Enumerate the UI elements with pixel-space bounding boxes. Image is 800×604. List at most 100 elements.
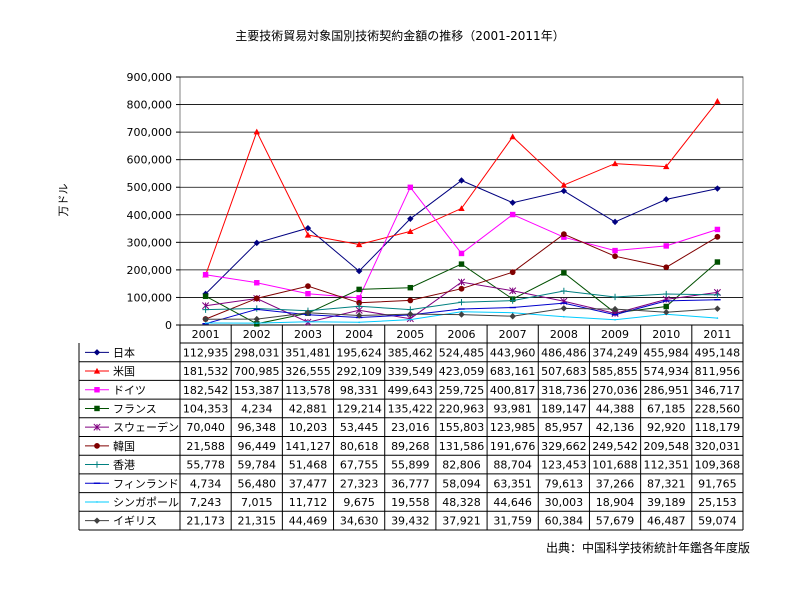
table-cell: 21,588: [186, 440, 225, 453]
table-row: 香港 55,778 59,784 51,468 67,755 55,899 82,806 88…: [85, 459, 740, 472]
x-tick-label: 2007: [499, 328, 527, 341]
data-point: [663, 243, 669, 249]
data-point: [560, 187, 568, 195]
data-point: [714, 259, 721, 265]
data-point: [511, 311, 514, 314]
series-5: [202, 278, 721, 326]
table-cell: 101,688: [592, 459, 638, 472]
y-tick-label: 800,000: [127, 99, 173, 112]
table-cell: 37,266: [596, 477, 635, 490]
table-cell: 486,486: [541, 346, 587, 359]
table-row: 日本 112,935 298,031 351,481 195,624 385,462 524…: [85, 345, 740, 359]
data-point: [253, 315, 260, 323]
y-tick-label: 900,000: [127, 71, 173, 84]
table-cell: 195,624: [336, 346, 382, 359]
data-point: [611, 218, 619, 226]
table-cell: 585,855: [592, 365, 638, 378]
data-point: [458, 205, 465, 211]
data-point: [560, 181, 568, 188]
data-point: [407, 184, 414, 191]
table-cell: 259,725: [439, 384, 485, 397]
x-tick-label: 2009: [601, 328, 629, 341]
table-cell: 181,532: [183, 365, 229, 378]
y-tick-label: 0: [165, 319, 172, 332]
data-point: [93, 367, 101, 374]
table-cell: 57,679: [596, 515, 635, 528]
table-cell: 683,161: [490, 365, 536, 378]
table-cell: 92,920: [647, 421, 686, 434]
table-cell: 191,676: [490, 440, 536, 453]
table-cell: 85,957: [545, 421, 584, 434]
table-cell: 23,016: [391, 421, 430, 434]
table-cell: 60,384: [545, 515, 584, 528]
data-point: [458, 250, 465, 257]
data-point: [304, 231, 312, 238]
data-point: [509, 211, 516, 218]
data-point: [560, 287, 568, 295]
table-cell: 39,189: [647, 496, 686, 509]
table-cell: 182,542: [183, 384, 229, 397]
table-cell: 123,985: [490, 421, 536, 434]
data-point: [407, 284, 414, 291]
table-cell: 423,059: [439, 365, 485, 378]
table-cell: 298,031: [234, 346, 280, 359]
data-point: [355, 312, 363, 319]
data-point: [612, 253, 618, 260]
series-2: [202, 98, 721, 278]
data-point: [561, 270, 567, 276]
table-cell: 70,040: [186, 421, 225, 434]
table-cell: 21,173: [186, 515, 225, 528]
table-cell: 499,643: [388, 384, 434, 397]
table-cell: 18,904: [596, 496, 635, 509]
table-row: 韓国 21,588 96,449 141,127 80,618 89,268 131,586…: [85, 440, 740, 453]
data-point: [663, 196, 670, 203]
table-cell: 96,449: [238, 440, 277, 453]
table-cell: 93,981: [493, 402, 532, 415]
table-cell: 88,704: [493, 459, 532, 472]
table-cell: 46,487: [647, 515, 686, 528]
data-point: [93, 461, 101, 468]
data-point: [714, 226, 721, 233]
series-10: [202, 305, 721, 323]
y-tick-label: 500,000: [127, 181, 173, 194]
y-tick-label: 100,000: [127, 291, 173, 304]
x-tick-label: 2001: [192, 328, 220, 341]
table-row: スウェーデン 70,040 96,348 10,203 53,445 23,016 155,…: [85, 420, 740, 434]
table-cell: 63,351: [493, 477, 532, 490]
table-cell: 189,147: [541, 402, 587, 415]
legend-label: フィンランド: [113, 477, 179, 490]
table-row: フィンランド 4,734 56,480 37,477 27,323 36,777 58,09…: [85, 477, 737, 490]
data-point: [355, 303, 363, 310]
x-tick-label: 2006: [448, 328, 476, 341]
table-cell: 36,777: [391, 477, 430, 490]
data-point: [356, 295, 362, 301]
table-cell: 443,960: [490, 346, 536, 359]
table-cell: 37,921: [442, 515, 481, 528]
table-cell: 339,549: [388, 365, 434, 378]
legend-label: 韓国: [113, 440, 135, 453]
data-point: [509, 269, 516, 276]
data-point: [611, 305, 619, 313]
x-tick-label: 2005: [396, 328, 424, 341]
data-point: [253, 239, 260, 247]
y-tick-label: 600,000: [127, 154, 173, 167]
data-point: [94, 405, 100, 412]
table-cell: 59,074: [698, 515, 737, 528]
table-cell: 58,094: [442, 477, 481, 490]
table-cell: 89,268: [391, 440, 430, 453]
table-cell: 79,613: [545, 477, 584, 490]
data-point: [614, 318, 616, 321]
data-point: [663, 308, 670, 316]
table-cell: 220,963: [439, 402, 485, 415]
table-cell: 270,036: [592, 384, 638, 397]
data-point: [563, 315, 565, 318]
x-tick-label: 2011: [703, 328, 731, 341]
x-tick-label: 2004: [345, 328, 373, 341]
data-point: [355, 267, 363, 275]
data-point: [304, 309, 312, 316]
table-cell: 53,445: [340, 421, 379, 434]
table-cell: 39,432: [391, 515, 430, 528]
y-tick-label: 300,000: [127, 236, 173, 249]
table-cell: 574,934: [643, 365, 689, 378]
table-cell: 67,185: [647, 402, 686, 415]
